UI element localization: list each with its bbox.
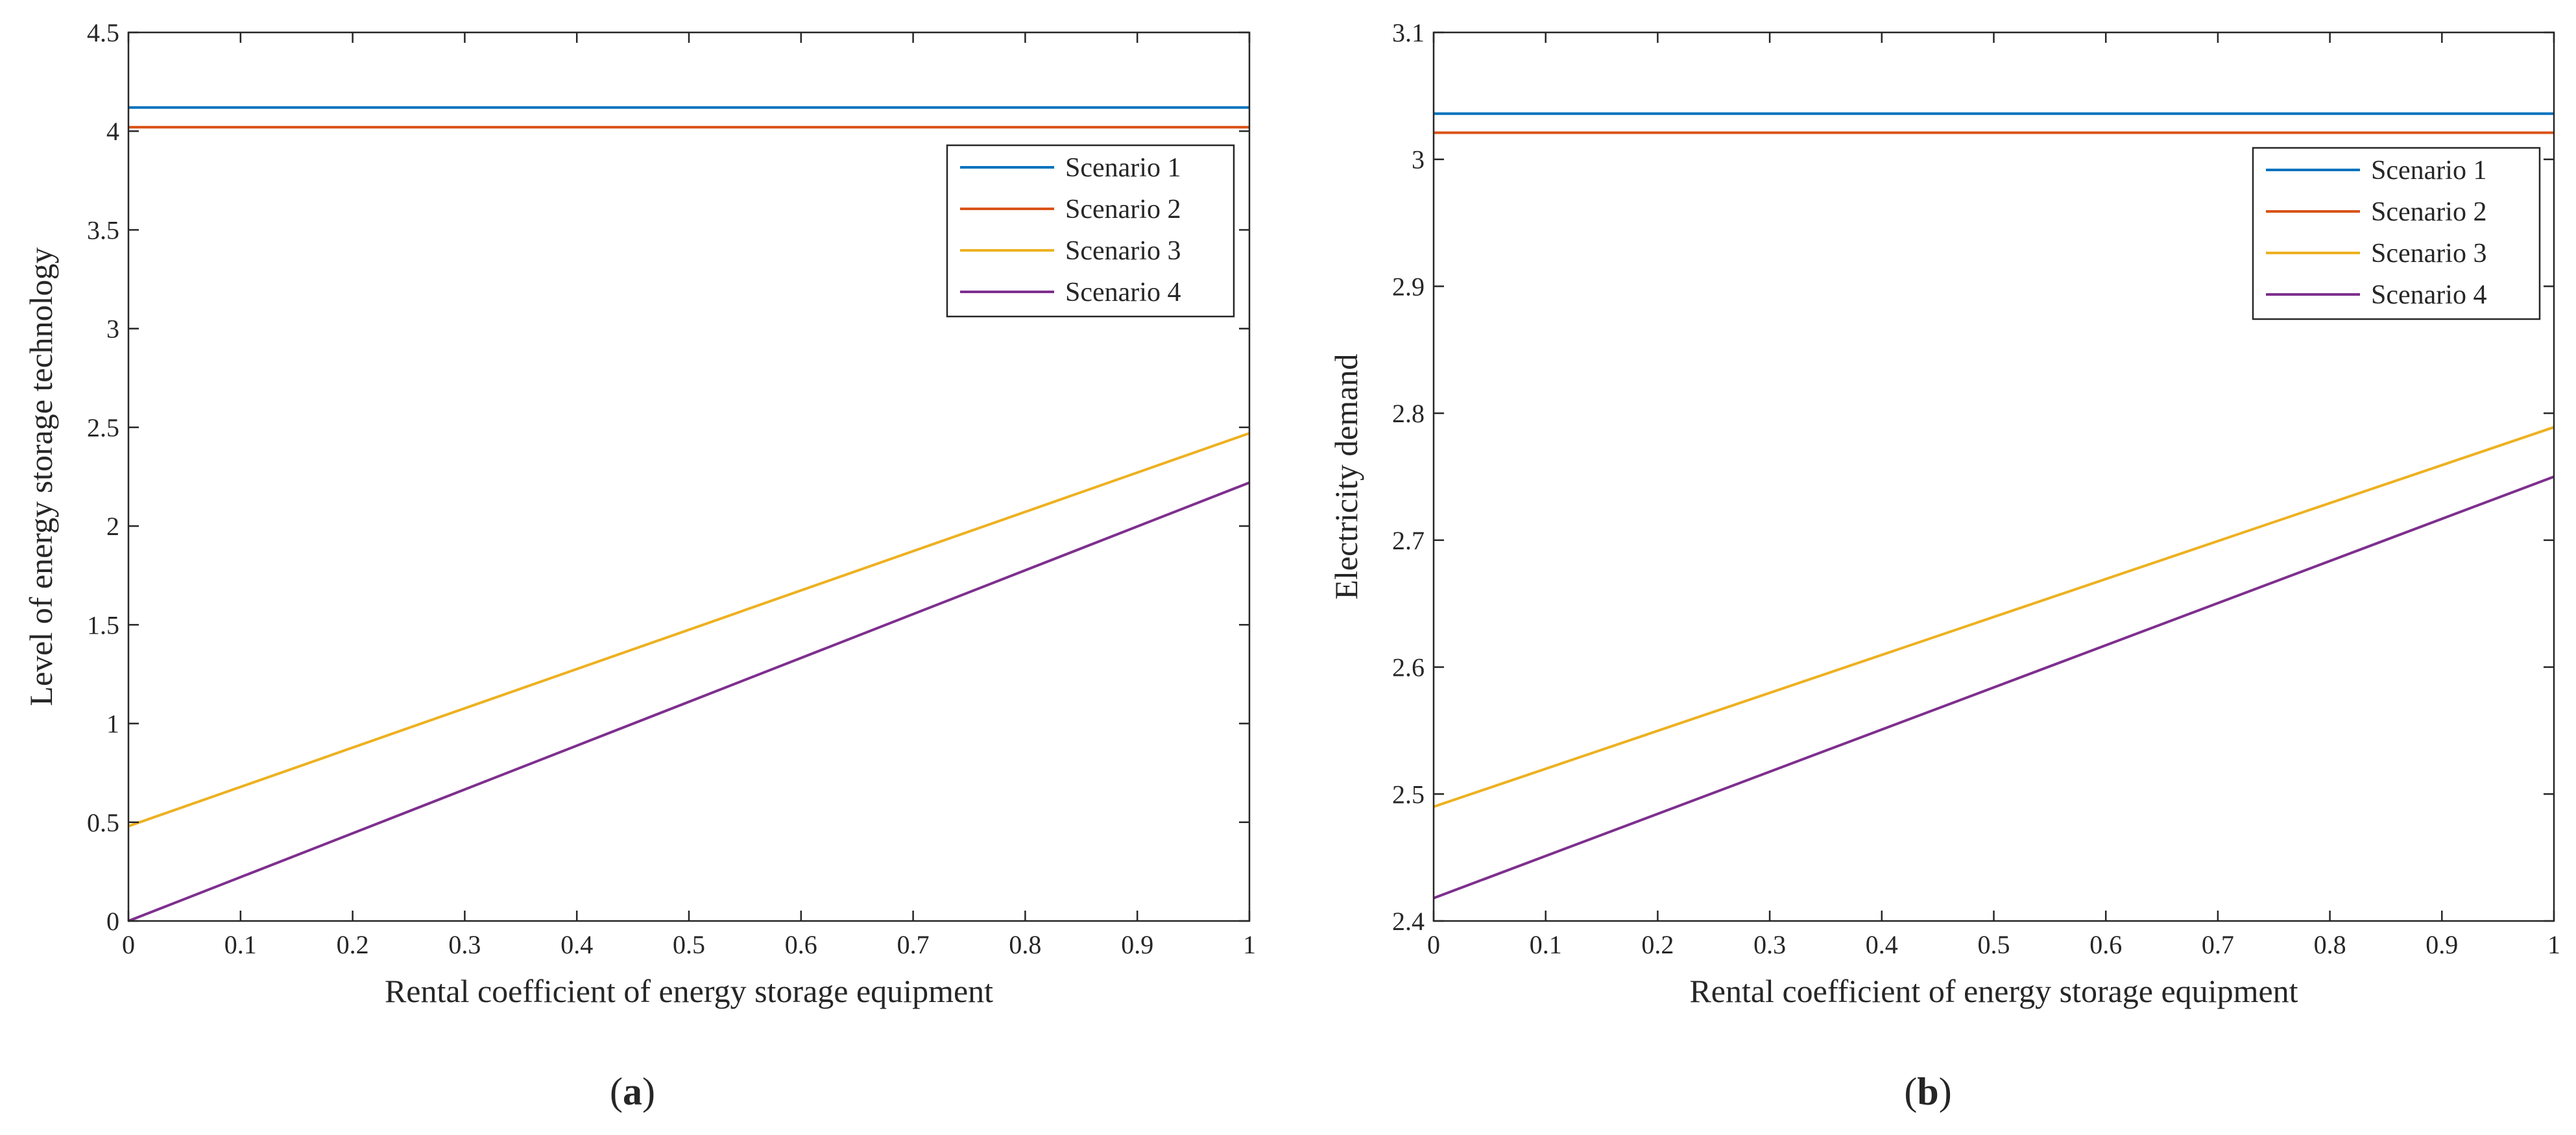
x-tick-label: 0.2 (337, 930, 369, 959)
x-tick-label: 0.4 (560, 930, 593, 959)
legend: Scenario 1 Scenario 2 Scenario 3 Scenario 4 (2252, 147, 2541, 320)
y-tick-label: 4.5 (87, 18, 119, 47)
x-tick-label: 0.9 (1121, 930, 1153, 959)
x-axis-label: Rental coefficient of energy storage equ… (1689, 973, 2298, 1009)
y-tick-label: 3 (106, 315, 119, 344)
x-tick-label: 0.3 (1753, 930, 1786, 959)
panel-label-open-paren: ( (1904, 1070, 1917, 1113)
y-tick-label: 0.5 (87, 808, 119, 837)
x-tick-label: 0.8 (1009, 930, 1041, 959)
y-axis-label: Level of energy storage technology (23, 247, 59, 706)
y-tick-label: 4 (106, 117, 119, 146)
legend-entry-2: Scenario 2 (2371, 197, 2486, 227)
x-tick-label: 0.7 (897, 930, 930, 959)
x-tick-label: 0.1 (224, 930, 257, 959)
x-tick-label: 0.5 (673, 930, 705, 959)
y-tick-label: 2.7 (1392, 526, 1425, 555)
x-tick-label: 0.5 (1978, 930, 2010, 959)
panels: 0 0.1 0.2 0.3 0.4 0.5 0.6 0.7 0.8 0.9 1 0 0.5 1 1.5 2 2.… (23, 18, 2560, 1113)
y-axis-label: Electricity demand (1328, 353, 1364, 599)
legend-entry-2: Scenario 2 (1065, 195, 1181, 224)
y-tick-label: 0 (106, 907, 119, 936)
legend-entry-3: Scenario 3 (2371, 239, 2486, 269)
y-tick-label: 2.5 (87, 413, 119, 442)
x-tick-label: 0.9 (2426, 930, 2458, 959)
x-tick-label: 0.1 (1530, 930, 1562, 959)
panel-label-b: (b) (1904, 1070, 1951, 1113)
y-tick-label: 1.5 (87, 610, 119, 639)
panel-label-close-paren: ) (1939, 1070, 1952, 1113)
x-tick-label: 0.4 (1866, 930, 1898, 959)
legend-entry-1: Scenario 1 (1065, 153, 1181, 183)
legend-entry-4: Scenario 4 (1065, 278, 1181, 307)
y-tick-label: 2.4 (1392, 907, 1425, 936)
x-tick-label: 0 (1427, 930, 1440, 959)
y-tick-label: 2.5 (1392, 780, 1425, 809)
y-tick-label: 3 (1412, 145, 1425, 174)
x-tick-label: 1 (1243, 930, 1256, 959)
panel-label-open-paren: ( (610, 1070, 623, 1113)
series-line-3 (1433, 425, 2555, 808)
panel-label-a: (a) (610, 1070, 655, 1113)
chart-panel-b: 0 0.1 0.2 0.3 0.4 0.5 0.6 0.7 0.8 0.9 1 2.4 2.5 2.6 2.… (1328, 18, 2560, 1113)
legend-entry-1: Scenario 1 (2371, 156, 2486, 185)
panel-label-letter: b (1917, 1070, 1938, 1113)
x-tick-label: 0.8 (2314, 930, 2346, 959)
legend-entry-4: Scenario 4 (2371, 280, 2486, 310)
legend-box (2252, 147, 2541, 320)
x-axis-label: Rental coefficient of energy storage equ… (385, 973, 993, 1009)
series-line-3 (128, 432, 1250, 828)
legend-entry-3: Scenario 3 (1065, 236, 1181, 266)
x-tick-label: 1 (2547, 930, 2560, 959)
y-tick-label: 2.6 (1392, 653, 1425, 682)
y-tick-label: 3.5 (87, 215, 119, 245)
panel-label-letter: a (623, 1070, 642, 1113)
series-line-4 (1433, 475, 2555, 900)
x-tick-label: 0.6 (785, 930, 817, 959)
x-tick-label: 0.3 (448, 930, 481, 959)
y-tick-label: 1 (106, 710, 119, 739)
y-tick-label: 2.8 (1392, 399, 1425, 428)
legend-box (946, 144, 1235, 318)
x-tick-label: 0.2 (1641, 930, 1674, 959)
legend: Scenario 1 Scenario 2 Scenario 3 Scenario 4 (946, 144, 1235, 318)
x-tick-label: 0.6 (2089, 930, 2122, 959)
y-tick-label: 3.1 (1392, 18, 1425, 47)
x-tick-label: 0 (122, 930, 135, 959)
chart-panel-a: 0 0.1 0.2 0.3 0.4 0.5 0.6 0.7 0.8 0.9 1 0 0.5 1 1.5 2 2.… (23, 18, 1256, 1113)
y-tick-label: 2.9 (1392, 272, 1425, 301)
series-line-4 (128, 481, 1250, 922)
y-tick-label: 2 (106, 512, 119, 541)
x-tick-label: 0.7 (2202, 930, 2234, 959)
panel-label-close-paren: ) (642, 1070, 655, 1113)
